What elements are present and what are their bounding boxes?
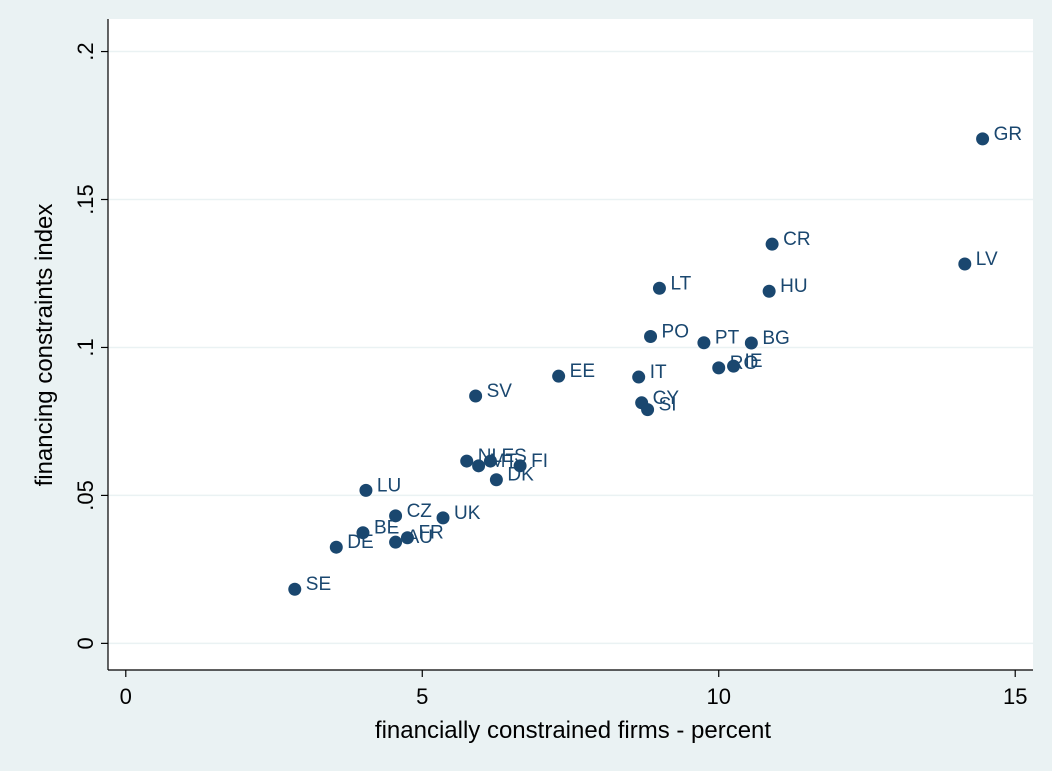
x-tick-label: 0 xyxy=(120,684,132,709)
data-point-label: PO xyxy=(662,322,689,343)
data-point-label: SI xyxy=(659,395,677,416)
data-point-sv xyxy=(469,389,483,403)
data-point-label: EE xyxy=(570,361,595,382)
data-point-label: IE xyxy=(745,351,763,372)
data-point-label: SV xyxy=(487,381,513,402)
data-point-label: LV xyxy=(976,249,998,270)
y-tick-label: .1 xyxy=(73,338,98,356)
data-point-it xyxy=(632,370,646,384)
x-tick-label: 10 xyxy=(706,684,730,709)
data-point-label: SE xyxy=(306,574,331,595)
data-point-fi xyxy=(513,459,527,473)
y-axis-title: financing constraints index xyxy=(31,204,58,487)
data-point-fr xyxy=(400,531,414,545)
data-point-label: BG xyxy=(762,328,789,349)
data-point-label: FR xyxy=(418,523,443,544)
data-point-cz xyxy=(389,509,403,523)
y-tick-label: .2 xyxy=(73,42,98,60)
data-point-si xyxy=(641,403,655,417)
data-point-label: CY xyxy=(653,388,680,409)
x-tick-label: 5 xyxy=(416,684,428,709)
data-point-se xyxy=(288,582,302,596)
data-point-label: PT xyxy=(715,328,740,349)
data-point-label: FI xyxy=(531,451,548,472)
data-point-au xyxy=(389,535,403,549)
data-point-lv xyxy=(958,257,972,271)
y-tick-label: .05 xyxy=(73,480,98,511)
data-point-lu xyxy=(359,483,373,497)
axes: 0 .05 .1 .15 .2 0 5 10 15 xyxy=(73,19,1033,709)
data-point-cr xyxy=(765,237,779,251)
data-point-ro xyxy=(712,361,726,375)
data-point-de xyxy=(329,540,343,554)
data-point-be xyxy=(356,526,370,540)
data-point-label: CZ xyxy=(407,501,433,522)
data-point-bg xyxy=(744,336,758,350)
grid xyxy=(108,50,1033,645)
data-point-gr xyxy=(976,132,990,146)
data-point-pt xyxy=(697,336,711,350)
data-point-nl xyxy=(460,454,474,468)
y-tick-label: .15 xyxy=(73,184,98,215)
data-point-label: DE xyxy=(347,532,373,553)
data-point-label: IT xyxy=(650,362,667,383)
data-point-ie xyxy=(727,359,741,373)
data-point-po xyxy=(644,330,658,344)
data-point-label: LU xyxy=(377,475,401,496)
data-point-lt xyxy=(652,281,666,295)
data-point-label: UK xyxy=(454,503,481,524)
data-point-label: HU xyxy=(780,276,807,297)
data-point-ee xyxy=(552,369,566,383)
data-point-label: BE xyxy=(374,518,399,539)
data-point-label: CR xyxy=(783,229,810,250)
data-point-mt xyxy=(472,459,486,473)
y-tick-label: 0 xyxy=(73,637,98,649)
data-point-label: MT xyxy=(490,451,518,472)
data-point-label: DK xyxy=(507,465,534,486)
x-tick-label: 15 xyxy=(1003,684,1027,709)
plot-area xyxy=(108,19,1033,670)
data-points: GRLVCRHULTPOPTBGROIEEEITSVCYSINLMTESFIDK… xyxy=(288,124,1022,596)
x-axis-title: financially constrained firms - percent xyxy=(375,717,771,744)
data-point-label: LT xyxy=(670,273,691,294)
data-point-label: AU xyxy=(407,527,433,548)
data-point-uk xyxy=(436,511,450,525)
data-point-es xyxy=(483,454,497,468)
data-point-label: GR xyxy=(994,124,1023,145)
data-point-dk xyxy=(489,473,503,487)
data-point-hu xyxy=(762,284,776,298)
